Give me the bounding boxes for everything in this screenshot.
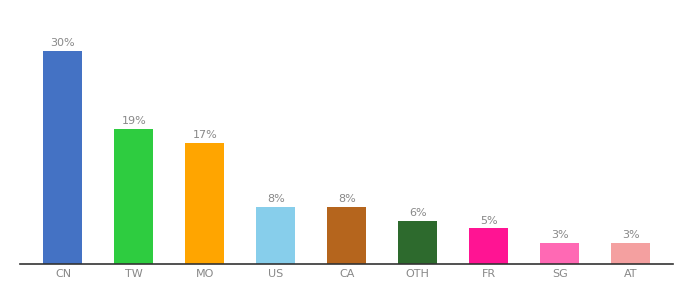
Text: 5%: 5% bbox=[480, 216, 498, 226]
Bar bbox=[114, 129, 154, 264]
Text: 8%: 8% bbox=[267, 194, 285, 204]
Bar bbox=[327, 207, 367, 264]
Bar bbox=[44, 51, 82, 264]
Bar bbox=[256, 207, 295, 264]
Bar bbox=[469, 228, 508, 264]
Text: 3%: 3% bbox=[622, 230, 639, 240]
Text: 8%: 8% bbox=[338, 194, 356, 204]
Text: 19%: 19% bbox=[122, 116, 146, 126]
Bar bbox=[540, 243, 579, 264]
Text: 17%: 17% bbox=[192, 130, 218, 140]
Bar bbox=[186, 143, 224, 264]
Text: 30%: 30% bbox=[51, 38, 75, 48]
Bar bbox=[611, 243, 650, 264]
Text: 6%: 6% bbox=[409, 208, 426, 218]
Bar bbox=[398, 221, 437, 264]
Text: 3%: 3% bbox=[551, 230, 568, 240]
